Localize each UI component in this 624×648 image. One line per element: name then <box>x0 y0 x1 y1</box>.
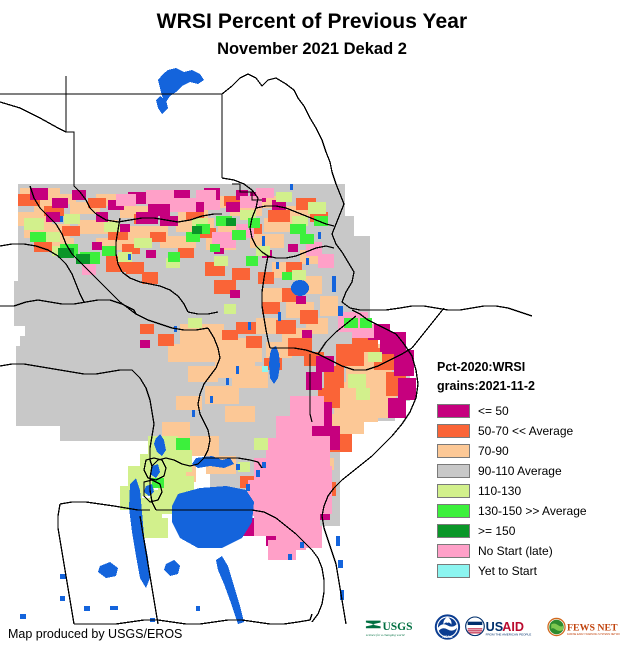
svg-text:FEWS NET: FEWS NET <box>567 622 618 633</box>
legend-row: No Start (late) <box>437 541 622 561</box>
legend-label: Yet to Start <box>478 564 537 578</box>
water-bodies <box>20 68 344 624</box>
legend-color-swatch <box>437 524 470 538</box>
svg-text:US: US <box>486 620 504 634</box>
svg-text:NOAA: NOAA <box>443 635 454 639</box>
legend-color-swatch <box>437 464 470 478</box>
legend-label: 130-150 >> Average <box>478 504 587 518</box>
map-canvas <box>0 66 624 626</box>
fewsnet-logo: FEWS NET FAMINE EARLY WARNING SYSTEMS NE… <box>546 615 620 639</box>
svg-text:FAMINE EARLY WARNING SYSTEMS N: FAMINE EARLY WARNING SYSTEMS NETWORK <box>567 633 620 636</box>
legend-label: <= 50 <box>478 404 509 418</box>
usaid-logo: US AID FROM THE AMERICAN PEOPLE <box>465 615 543 639</box>
legend-row: 70-90 <box>437 441 622 461</box>
legend-row: Yet to Start <box>437 561 622 581</box>
agency-logo-bar: USGS science for a changing world NOAA U… <box>364 609 620 645</box>
svg-text:science for a changing world: science for a changing world <box>366 633 405 637</box>
legend-title-line-1: Pct-2020:WRSI <box>437 360 526 374</box>
legend-title-line-2: grains:2021-11-2 <box>437 379 535 393</box>
legend-row: 130-150 >> Average <box>437 501 622 521</box>
legend-label: >= 150 <box>478 524 516 538</box>
legend-row: 110-130 <box>437 481 622 501</box>
legend-label: 50-70 << Average <box>478 424 574 438</box>
page-title: WRSI Percent of Previous Year <box>156 10 468 33</box>
legend-color-swatch <box>437 544 470 558</box>
legend-color-swatch <box>437 504 470 518</box>
svg-text:AID: AID <box>503 620 525 634</box>
legend-label: 90-110 Average <box>478 464 562 478</box>
legend-row: >= 150 <box>437 521 622 541</box>
wrsi-raster-layer <box>14 184 416 560</box>
legend-color-swatch <box>437 404 470 418</box>
legend-label: 110-130 <box>478 484 522 498</box>
svg-text:FROM THE AMERICAN PEOPLE: FROM THE AMERICAN PEOPLE <box>486 633 532 637</box>
legend-row: 50-70 << Average <box>437 421 622 441</box>
legend-color-swatch <box>437 564 470 578</box>
noaa-logo: NOAA <box>435 614 461 640</box>
legend-row: 90-110 Average <box>437 461 622 481</box>
map-legend: Pct-2020:WRSI grains:2021-11-2 <= 50 50-7… <box>437 358 622 581</box>
legend-row: <= 50 <box>437 401 622 421</box>
map-credit: Map produced by USGS/EROS <box>8 627 183 641</box>
svg-text:USGS: USGS <box>383 621 413 633</box>
country-borders <box>0 73 533 625</box>
usgs-logo: USGS science for a changing world <box>364 616 431 638</box>
page-subtitle: November 2021 Dekad 2 <box>217 40 407 58</box>
legend-color-swatch <box>437 424 470 438</box>
legend-color-swatch <box>437 484 470 498</box>
legend-label: 70-90 <box>478 444 509 458</box>
legend-color-swatch <box>437 444 470 458</box>
legend-entries: <= 50 50-70 << Average 70-90 90-110 Average… <box>437 401 622 581</box>
legend-label: No Start (late) <box>478 544 553 558</box>
title-block: WRSI Percent of Previous Year November 2… <box>0 0 624 60</box>
